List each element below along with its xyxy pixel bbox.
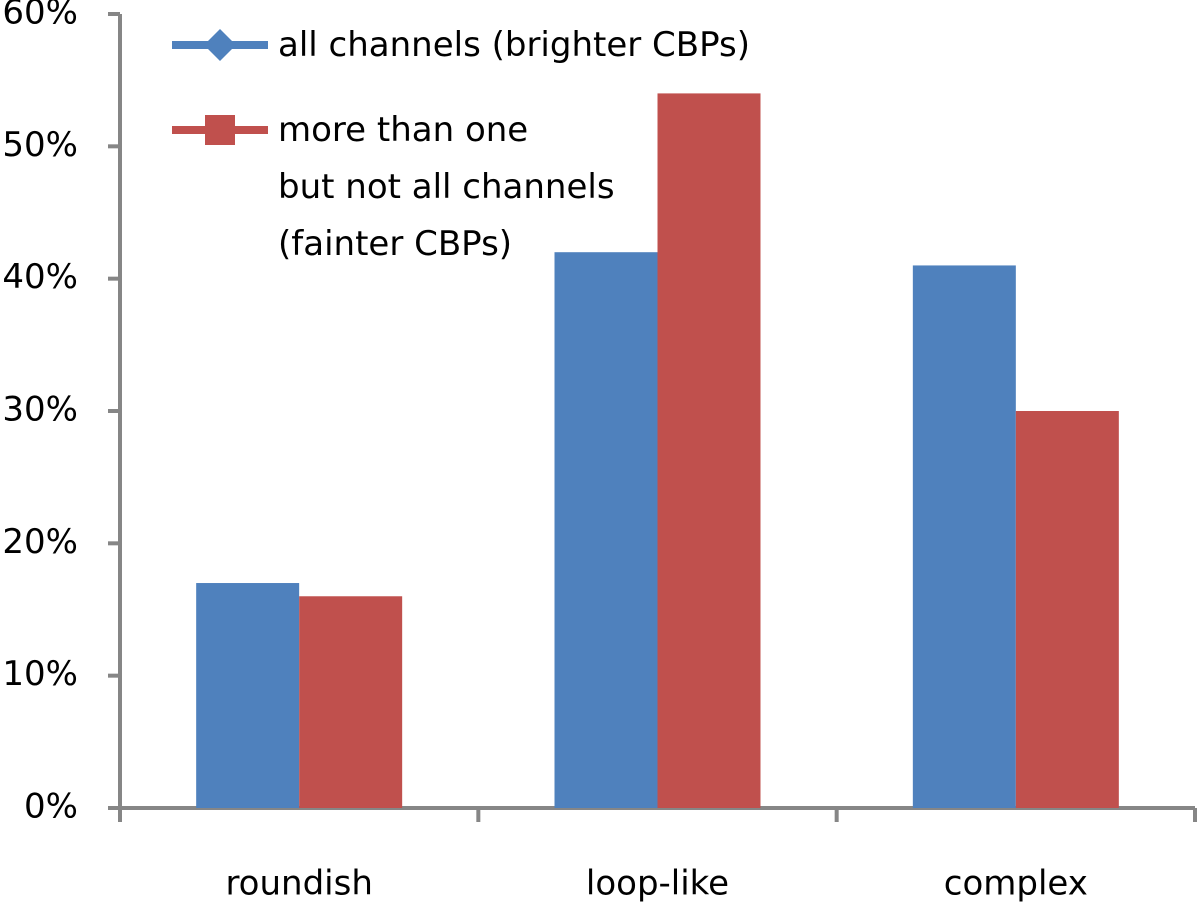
y-tick-label: 0% [24,787,78,827]
y-tick-label: 50% [2,125,78,165]
legend-marker [204,29,236,61]
bar [657,93,761,808]
x-tick-label: complex [944,864,1088,904]
x-tick-label: roundish [225,864,372,904]
x-tick-label: loop-like [586,864,729,904]
bar [299,596,403,808]
y-tick-label: 10% [2,654,78,694]
y-tick-label: 60% [2,0,78,33]
y-tick-label: 20% [2,522,78,562]
legend-marker [205,115,235,145]
y-tick-label: 30% [2,390,78,430]
bar [1015,411,1119,808]
legend-label: more than one but not all channels (fain… [278,110,615,264]
bar [912,265,1016,808]
bar [554,252,658,808]
bar [196,583,300,808]
legend-label: all channels (brighter CBPs) [278,25,750,65]
y-tick-label: 40% [2,257,78,297]
